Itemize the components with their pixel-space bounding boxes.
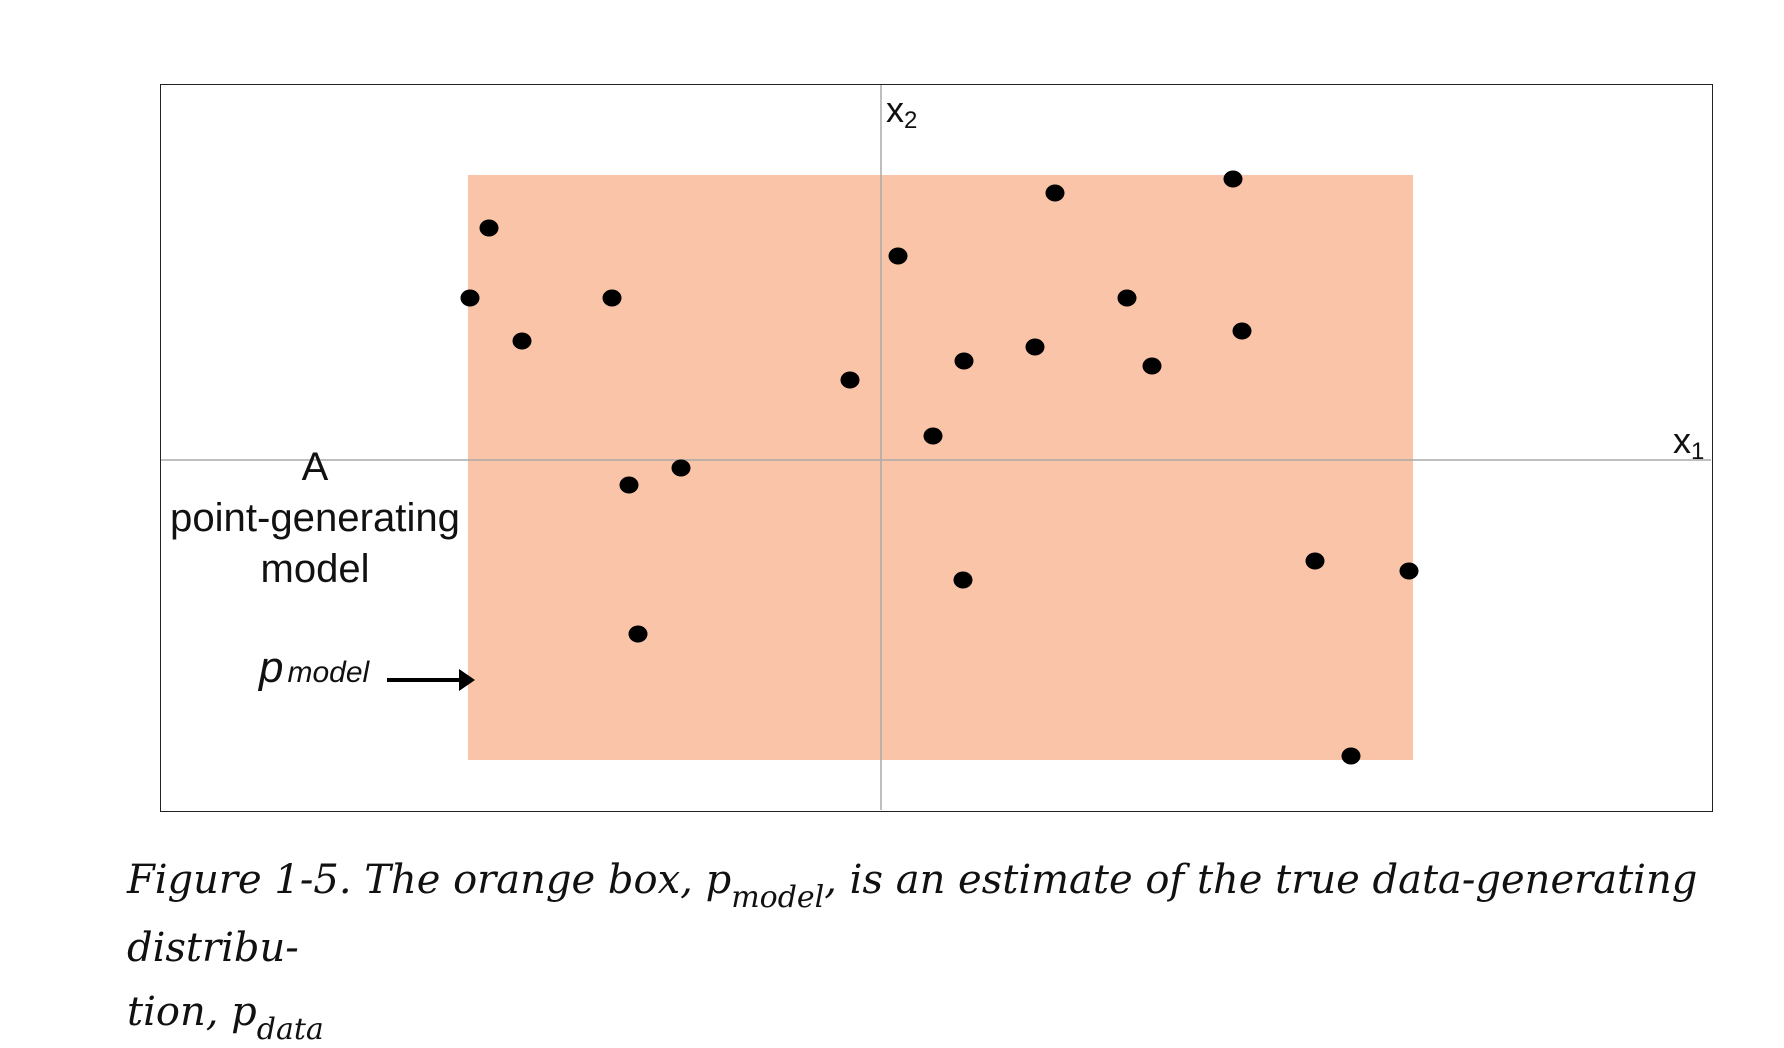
data-point-14 <box>1045 184 1065 202</box>
data-point-9 <box>888 247 908 265</box>
caption-subscript-model: model <box>731 880 825 915</box>
x-axis-subscript: 1 <box>1691 438 1704 465</box>
data-point-5 <box>619 476 639 494</box>
scatter-diagram: x1 x2 A point-generating model p model <box>161 85 1711 810</box>
data-point-17 <box>1223 170 1243 188</box>
data-point-6 <box>671 459 691 477</box>
data-point-13 <box>1025 338 1045 356</box>
caption-text-part2: , is an estimate of the true data-genera… <box>127 857 1698 971</box>
data-point-4 <box>602 289 622 307</box>
y-axis-label: x2 <box>886 89 917 134</box>
model-symbol: p model <box>257 643 371 692</box>
caption-subscript-data: data <box>256 1012 324 1047</box>
caption-text-part3: tion, p <box>127 989 257 1035</box>
data-points <box>460 170 1419 765</box>
model-symbol-subscript: model <box>287 656 370 689</box>
figure-frame: x1 x2 A point-generating model p model <box>160 84 1713 812</box>
model-label-line2: point-generating <box>170 496 460 540</box>
data-point-11 <box>954 352 974 370</box>
caption-text-part1: Figure 1-5. The orange box, p <box>127 857 732 903</box>
model-box <box>468 175 1413 760</box>
arrow-right-icon <box>387 669 475 691</box>
data-point-18 <box>1232 322 1252 340</box>
data-point-2 <box>460 289 480 307</box>
figure-caption: Figure 1-5. The orange box, pmodel, is a… <box>127 848 1707 1048</box>
data-point-19 <box>1305 552 1325 570</box>
data-point-3 <box>512 332 532 350</box>
data-point-1 <box>479 219 499 237</box>
data-point-15 <box>1117 289 1137 307</box>
model-label-line3: model <box>261 547 370 591</box>
data-point-7 <box>628 625 648 643</box>
data-point-16 <box>1142 357 1162 375</box>
data-point-21 <box>1341 747 1361 765</box>
x-axis-label: x1 <box>1673 420 1704 465</box>
y-axis-subscript: 2 <box>904 107 917 134</box>
data-point-20 <box>1399 562 1419 580</box>
model-label-line1: A <box>302 445 329 489</box>
data-point-12 <box>953 571 973 589</box>
data-point-8 <box>840 371 860 389</box>
data-point-10 <box>923 427 943 445</box>
